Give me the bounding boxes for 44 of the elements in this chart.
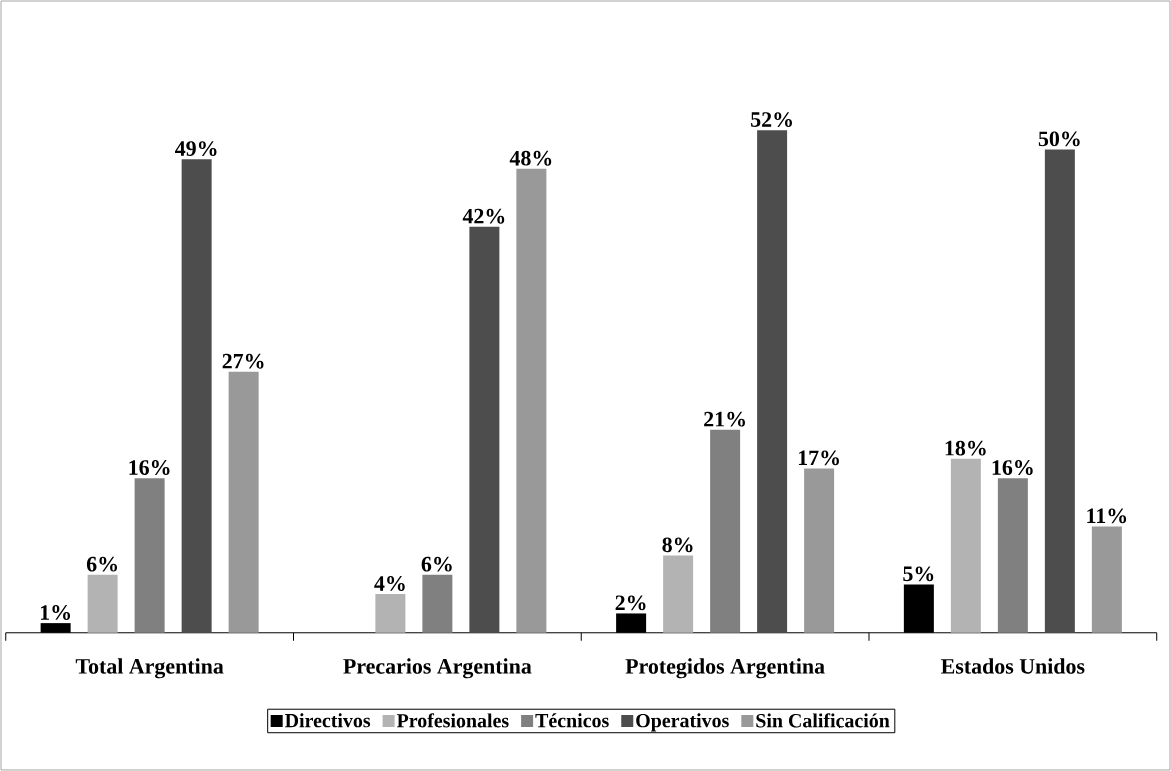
x-tick-label: Precarios Argentina (343, 658, 532, 679)
x-tick-label: Estados Unidos (941, 658, 1085, 674)
data-label: 17% (798, 450, 839, 466)
bar (375, 594, 406, 633)
x-tick-label: Protegidos Argentina (625, 658, 825, 679)
bar (1044, 149, 1075, 633)
bar (516, 168, 547, 633)
bar (134, 478, 165, 633)
data-label: 8% (662, 537, 693, 553)
data-label: 2% (615, 595, 646, 611)
data-label: 1% (40, 605, 71, 620)
data-label: 6% (86, 556, 118, 572)
data-label: 21% (704, 411, 745, 427)
x-tick-label: Total Argentina (75, 658, 224, 679)
data-label: 6% (421, 556, 452, 572)
legend-label: Operativos (636, 713, 729, 732)
data-label: 4% (374, 576, 405, 591)
data-label: 48% (509, 150, 552, 166)
legend-label: Técnicos (535, 713, 609, 728)
data-label: 11% (1087, 508, 1127, 524)
bar (997, 478, 1028, 633)
data-label: 16% (129, 460, 170, 475)
bar (469, 226, 500, 633)
legend-label: Profesionales (396, 713, 509, 728)
bar (181, 159, 212, 633)
data-label: 5% (903, 566, 934, 582)
legend-label: Sin Calificación (756, 713, 890, 728)
bar (422, 574, 453, 633)
bar (710, 429, 741, 633)
bar (87, 574, 118, 633)
data-label: 16% (992, 460, 1033, 475)
data-label: 42% (462, 208, 505, 224)
data-label: 52% (751, 112, 792, 128)
data-label: 50% (1038, 131, 1080, 147)
data-label: 18% (945, 440, 986, 456)
bar (804, 468, 835, 633)
data-label: 49% (175, 141, 217, 156)
data-label: 27% (222, 353, 264, 369)
bar (757, 130, 788, 633)
bar (663, 555, 694, 633)
bar (950, 458, 981, 633)
legend-label: Directivos (285, 713, 371, 728)
bar (228, 371, 259, 633)
bar (1091, 526, 1122, 633)
